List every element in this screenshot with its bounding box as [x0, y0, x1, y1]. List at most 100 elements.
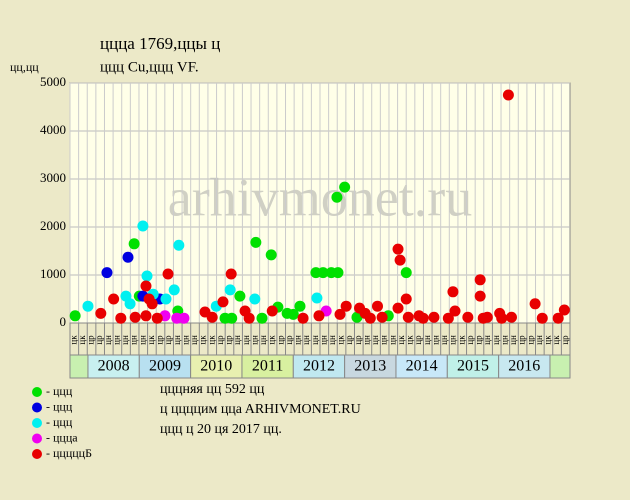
point [474, 290, 486, 302]
y-tick-label: 1000 [40, 266, 66, 281]
period-label: цн [189, 335, 199, 345]
period-label: цн [249, 335, 259, 345]
point [339, 181, 351, 193]
period-label: цн [508, 335, 518, 345]
point [351, 311, 363, 323]
chart-title: ццца 1769,ццы ц [100, 34, 220, 53]
footer-note: цццняя цц 592 цц [160, 382, 265, 397]
period-label: цр [86, 335, 96, 345]
footer-note: ц ццццим ццa ARHIVMONET.RU [160, 402, 361, 417]
point [332, 267, 344, 279]
period-label: цн [103, 335, 113, 345]
period-label: цн [318, 335, 328, 345]
point [266, 305, 278, 317]
point [334, 308, 346, 320]
period-label: цн [111, 335, 121, 345]
period-label: цк [396, 335, 406, 345]
period-label: цр [224, 335, 234, 345]
point [256, 312, 268, 324]
point [294, 300, 306, 312]
point [394, 254, 406, 266]
period-label: цр [353, 335, 363, 345]
point [402, 311, 414, 323]
year-label: 2008 [98, 358, 130, 375]
point [108, 293, 120, 305]
period-label: цр [163, 335, 173, 345]
point [400, 267, 412, 279]
period-label: цр [284, 335, 294, 345]
point [95, 307, 107, 319]
legend-label: - ццц [46, 415, 73, 429]
point [496, 312, 508, 324]
period-label: цн [120, 335, 130, 345]
point [392, 302, 404, 314]
point [140, 310, 152, 322]
point [206, 311, 218, 323]
period-label: цр [275, 335, 285, 345]
point [128, 238, 140, 250]
point [481, 311, 493, 323]
period-label: цн [379, 335, 389, 345]
point [140, 280, 152, 292]
year-label: 2016 [508, 358, 540, 375]
period-label: цн [499, 335, 509, 345]
point [558, 304, 570, 316]
period-label: цк [551, 335, 561, 345]
period-label: цк [68, 335, 78, 345]
y-tick-label: 2000 [40, 218, 66, 233]
period-label: цр [94, 335, 104, 345]
period-label: цк [267, 335, 277, 345]
year-label: 2011 [252, 358, 283, 375]
period-label: цн [310, 335, 320, 345]
point [243, 312, 255, 324]
point [297, 312, 309, 324]
point [178, 312, 190, 324]
point [129, 311, 141, 323]
period-label: цн [370, 335, 380, 345]
period-label: цн [180, 335, 190, 345]
point [82, 300, 94, 312]
point [146, 298, 158, 310]
point [234, 290, 246, 302]
legend-label: - ццца [46, 430, 78, 444]
point [160, 293, 172, 305]
period-label: цн [129, 335, 139, 345]
footer-note: ццц ц 20 ця 2017 цц. [160, 422, 282, 437]
point [392, 243, 404, 255]
legend-label: - цццццБ [46, 446, 92, 460]
point [265, 249, 277, 261]
point [168, 284, 180, 296]
period-label: цр [465, 335, 475, 345]
period-label: цк [77, 335, 87, 345]
year-label: 2009 [149, 358, 181, 375]
period-label: цн [482, 335, 492, 345]
point [217, 296, 229, 308]
period-label: цр [413, 335, 423, 345]
point [462, 311, 474, 323]
period-label: цн [241, 335, 251, 345]
period-label: цн [534, 335, 544, 345]
period-label: цн [301, 335, 311, 345]
legend-marker [32, 387, 42, 397]
point [529, 298, 541, 310]
y-tick-label: 5000 [40, 74, 66, 89]
period-label: цк [198, 335, 208, 345]
period-label: цк [336, 335, 346, 345]
year-label: 2012 [303, 358, 335, 375]
point [122, 251, 134, 263]
legend-marker [32, 402, 42, 413]
legend-label: - ццц [46, 399, 73, 413]
period-label: цк [206, 335, 216, 345]
point [449, 305, 461, 317]
point [428, 311, 440, 323]
legend-marker [32, 449, 42, 459]
period-label: цр [517, 335, 527, 345]
point [287, 308, 299, 320]
period-label: цк [405, 335, 415, 345]
legend-marker [32, 433, 42, 444]
point [536, 312, 548, 324]
point [474, 274, 486, 286]
period-label: цн [387, 335, 397, 345]
period-label: цр [215, 335, 225, 345]
